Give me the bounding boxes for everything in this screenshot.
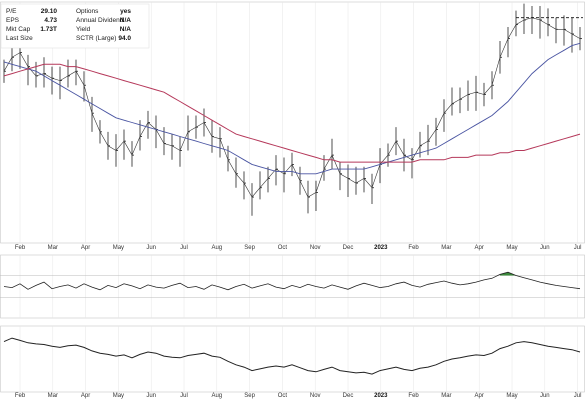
- fundamental-label: EPS: [6, 17, 20, 24]
- fundamental-label: Yield: [76, 26, 91, 33]
- x-tick-label-bottom: Feb: [408, 393, 419, 399]
- ma-200-line: [3, 63, 581, 163]
- x-tick-label: Aug: [211, 245, 222, 251]
- x-tick-label: Dec: [343, 245, 354, 251]
- fundamental-value: N/A: [120, 26, 132, 33]
- x-tick-label: May: [506, 245, 517, 251]
- oscillator-panel-frame: [0, 254, 585, 319]
- x-tick-label: Jul: [180, 245, 188, 251]
- x-tick-label: Apr: [81, 245, 90, 251]
- x-tick-label: Apr: [475, 245, 484, 251]
- fundamental-label: Options: [76, 8, 99, 15]
- x-tick-label: Oct: [278, 245, 288, 251]
- x-tick-label-bottom: Mar: [48, 393, 58, 399]
- ma-50-line: [3, 42, 581, 175]
- fundamental-value: yes: [120, 8, 131, 15]
- fundamentals-box: [0, 3, 150, 49]
- x-tick-label-bottom: Oct: [278, 393, 288, 399]
- fundamental-label: P/E: [6, 8, 17, 15]
- x-tick-label-bottom: Sep: [244, 393, 255, 399]
- x-tick-label: May: [113, 245, 124, 251]
- x-tick-label: Sep: [244, 245, 255, 251]
- x-tick-label: Feb: [15, 245, 26, 251]
- fundamental-label: Mkt Cap: [6, 26, 31, 33]
- x-tick-label-bottom: Jun: [540, 393, 550, 399]
- x-tick-label-bottom: Nov: [310, 393, 321, 399]
- fundamental-value: 4.73: [44, 17, 57, 24]
- rs-line: [3, 337, 581, 375]
- x-tick-label-bottom: 2023: [374, 393, 388, 399]
- x-tick-label: Feb: [408, 245, 419, 251]
- rs-panel-frame: [0, 325, 585, 393]
- x-tick-label: Nov: [310, 245, 321, 251]
- x-tick-label: 2023: [374, 245, 388, 251]
- x-tick-label-bottom: Mar: [441, 393, 451, 399]
- x-tick-label: Jun: [540, 245, 550, 251]
- fundamental-label: Last Size: [6, 35, 33, 42]
- oscillator-line: [3, 271, 581, 291]
- fundamental-value: 29.10: [41, 8, 58, 15]
- price-line: [3, 17, 581, 198]
- x-tick-label: Jul: [574, 245, 582, 251]
- fundamental-value: 94.0: [118, 35, 131, 42]
- fundamental-label: Annual Dividend: [76, 17, 124, 24]
- x-tick-label-bottom: May: [506, 393, 517, 399]
- fundamental-label: SCTR (Large): [76, 35, 116, 42]
- x-tick-label-bottom: Jul: [180, 393, 188, 399]
- x-tick-label-bottom: Aug: [211, 393, 222, 399]
- fundamental-value: 1.73T: [40, 26, 57, 33]
- x-tick-label: Jun: [146, 245, 156, 251]
- x-tick-label-bottom: Jun: [146, 393, 156, 399]
- fundamental-value: N/A: [120, 17, 132, 24]
- x-tick-label-bottom: Feb: [15, 393, 26, 399]
- x-tick-label-bottom: Dec: [343, 393, 354, 399]
- x-tick-label-bottom: Apr: [81, 393, 90, 399]
- x-tick-label-bottom: Apr: [475, 393, 484, 399]
- x-tick-label: Mar: [441, 245, 451, 251]
- x-tick-label-bottom: May: [113, 393, 124, 399]
- x-tick-label-bottom: Jul: [574, 393, 582, 399]
- x-tick-label: Mar: [48, 245, 58, 251]
